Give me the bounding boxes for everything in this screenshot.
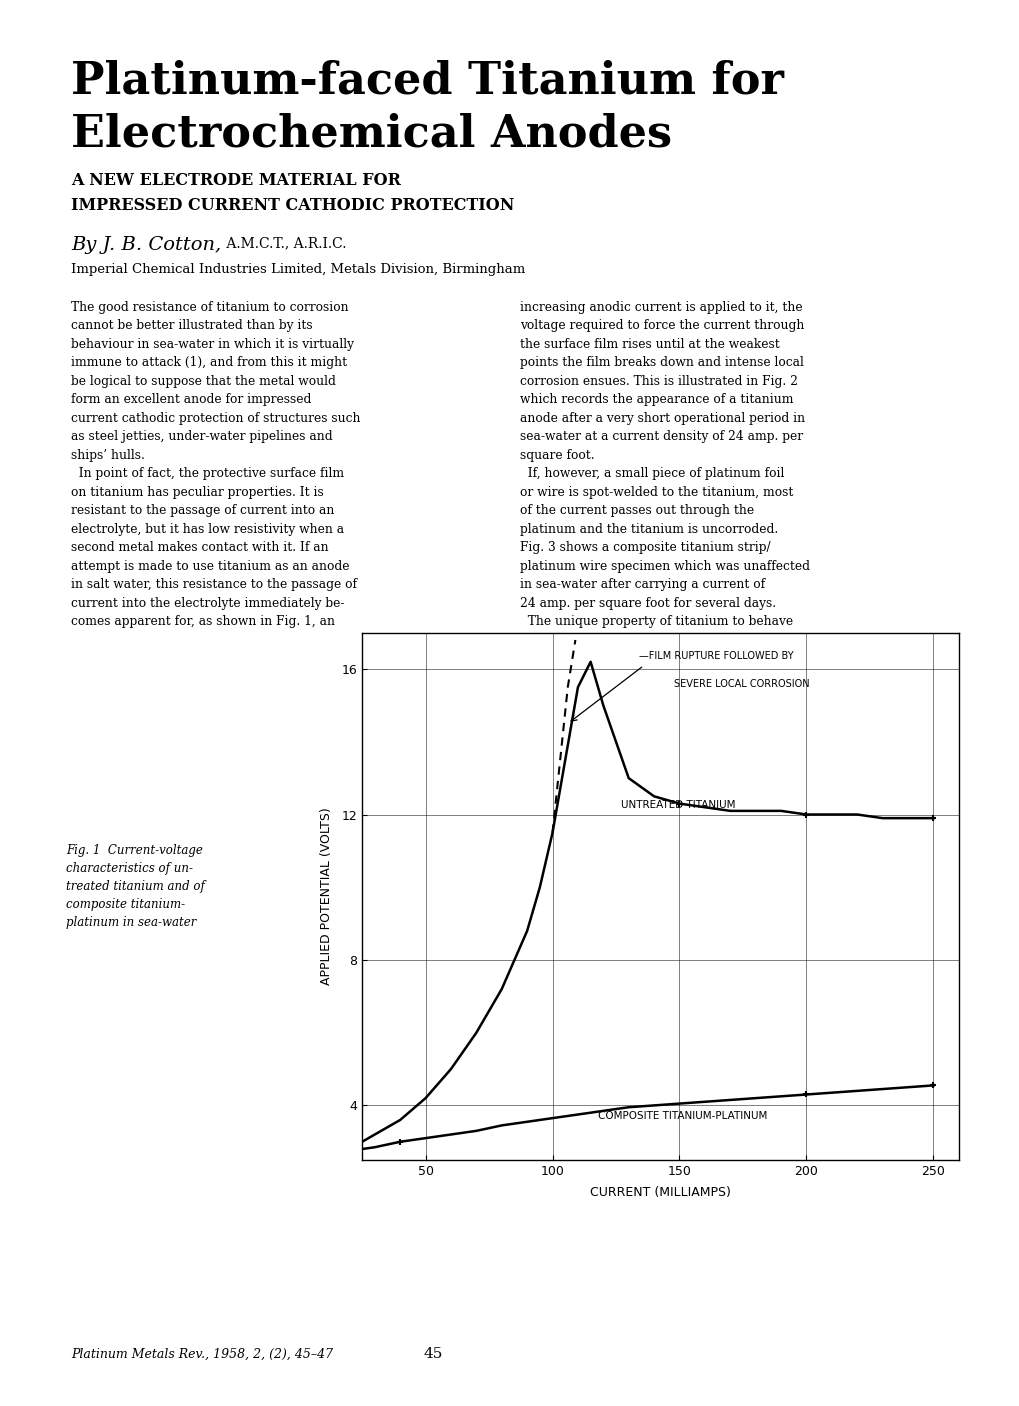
Text: increasing anodic current is applied to it, the
voltage required to force the cu: increasing anodic current is applied to … [520,301,809,628]
X-axis label: CURRENT (MILLIAMPS): CURRENT (MILLIAMPS) [589,1187,731,1199]
Text: A NEW ELECTRODE MATERIAL FOR: A NEW ELECTRODE MATERIAL FOR [71,172,400,188]
Y-axis label: APPLIED POTENTIAL (VOLTS): APPLIED POTENTIAL (VOLTS) [320,807,333,986]
Text: Platinum-faced Titanium for: Platinum-faced Titanium for [71,59,784,103]
Text: COMPOSITE TITANIUM-PLATINUM: COMPOSITE TITANIUM-PLATINUM [598,1111,767,1121]
Text: Imperial Chemical Industries Limited, Metals Division, Birmingham: Imperial Chemical Industries Limited, Me… [71,263,525,276]
Text: A.M.C.T., A.R.I.C.: A.M.C.T., A.R.I.C. [222,236,346,250]
Text: Platinum Metals Rev., 1958, 2, (2), 45–47: Platinum Metals Rev., 1958, 2, (2), 45–4… [71,1348,333,1361]
Text: IMPRESSED CURRENT CATHODIC PROTECTION: IMPRESSED CURRENT CATHODIC PROTECTION [71,197,515,214]
Text: UNTREATED TITANIUM: UNTREATED TITANIUM [621,800,735,810]
Text: —FILM RUPTURE FOLLOWED BY: —FILM RUPTURE FOLLOWED BY [638,651,793,661]
Text: 45: 45 [423,1347,442,1361]
Text: SEVERE LOCAL CORROSION: SEVERE LOCAL CORROSION [674,679,809,689]
Text: Fig. 1  Current-voltage
characteristics of un-
treated titanium and of
composite: Fig. 1 Current-voltage characteristics o… [66,844,205,928]
Text: Electrochemical Anodes: Electrochemical Anodes [71,112,672,156]
Text: The good resistance of titanium to corrosion
cannot be better illustrated than b: The good resistance of titanium to corro… [71,301,361,628]
Text: By J. B. Cotton,: By J. B. Cotton, [71,236,221,254]
